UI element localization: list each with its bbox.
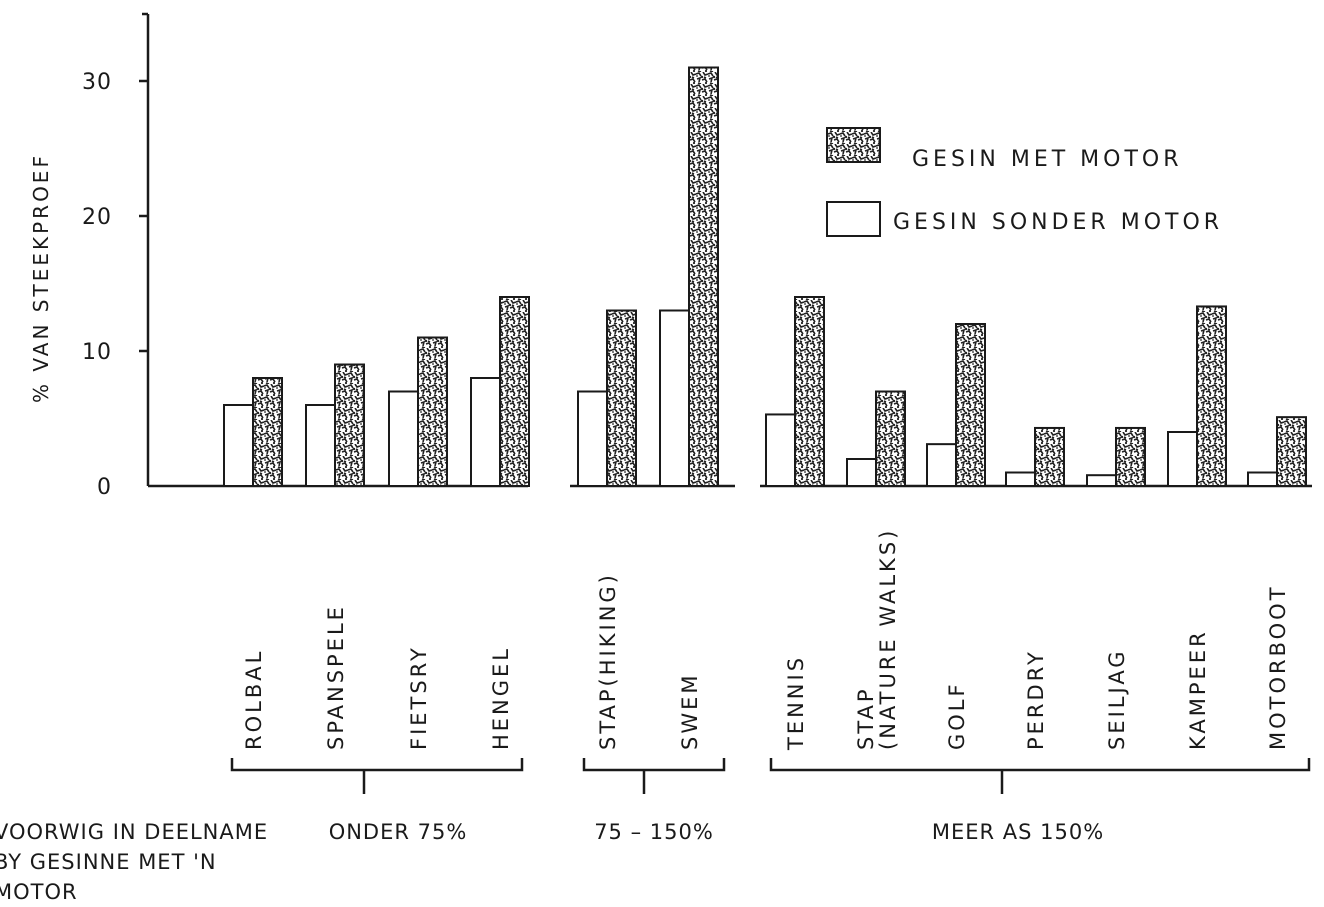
legend: GESIN MET MOTOR GESIN SONDER MOTOR — [826, 127, 1223, 237]
bar-gesin-sonder-motor-kampeer — [1167, 431, 1198, 487]
category-label-spanspele: SPANSPELE — [324, 604, 348, 750]
bar-gesin-met-motor-stap-hiking — [606, 309, 637, 487]
bar-gesin-met-motor-tennis — [794, 296, 825, 487]
legend-swatch-gesin-met-motor — [826, 127, 881, 163]
bar-gesin-met-motor-fietsry — [417, 336, 448, 487]
group-label-1: ONDER 75% — [329, 820, 468, 844]
category-label-nature-walks: (NATURE WALKS) — [876, 528, 900, 750]
category-label-perdry: PERDRY — [1024, 649, 1048, 750]
y-axis-label: % VAN STEEKPROEF — [29, 153, 53, 403]
bar-gesin-sonder-motor-spanspele — [305, 404, 336, 487]
bar-gesin-met-motor-perdry — [1034, 426, 1065, 488]
category-labels: ROLBAL SPANSPELE FIETSRY HENGEL STAP(HIKING)… — [242, 528, 1290, 751]
category-label-swem: SWEM — [678, 673, 702, 750]
bar-gesin-sonder-motor-swem — [659, 309, 690, 487]
bar-gesin-sonder-motor-stap-nature-walks — [846, 458, 877, 487]
legend-label-gesin-met-motor: GESIN MET MOTOR — [912, 147, 1183, 172]
category-label-tennis: TENNIS — [784, 655, 808, 751]
bar-gesin-met-motor-swem — [688, 66, 719, 487]
category-label-golf: GOLF — [945, 681, 969, 750]
bar-gesin-met-motor-hengel — [499, 296, 530, 487]
bar-gesin-sonder-motor-seiljag — [1086, 474, 1117, 488]
group-label-2: 75 – 150% — [594, 820, 714, 844]
group-bracket-1 — [230, 758, 524, 794]
category-label-fietsry: FIETSRY — [407, 645, 431, 750]
y-tick-label: 30 — [82, 70, 112, 95]
bar-gesin-sonder-motor-perdry — [1005, 471, 1036, 487]
y-tick-label: 10 — [82, 340, 112, 365]
group-caption-line: VOORWIG IN DEELNAME — [0, 820, 268, 844]
category-label-seiljag: SEILJAG — [1105, 648, 1129, 750]
bar-gesin-met-motor-spanspele — [334, 363, 365, 487]
category-label-stap: STAP — [854, 686, 878, 750]
bar-gesin-sonder-motor-motorboot — [1247, 471, 1278, 487]
category-label-rolbal: ROLBAL — [242, 649, 266, 750]
group-caption-line: MOTOR — [0, 880, 78, 904]
bar-gesin-met-motor-kampeer — [1196, 305, 1227, 488]
group-bracket-2 — [582, 758, 726, 794]
group-label-3: MEER AS 150% — [932, 820, 1104, 844]
category-label-stap-hiking: STAP(HIKING) — [596, 572, 620, 750]
bar-gesin-sonder-motor-rolbal — [223, 404, 254, 487]
y-tick-label: 0 — [97, 475, 112, 500]
legend-swatch-gesin-sonder-motor — [826, 201, 881, 237]
bar-gesin-met-motor-motorboot — [1276, 416, 1307, 487]
bar-gesin-met-motor-stap-nature-walks — [875, 390, 906, 487]
bar-gesin-met-motor-rolbal — [252, 377, 283, 487]
category-label-kampeer: KAMPEER — [1186, 629, 1210, 750]
bar-gesin-sonder-motor-golf — [926, 443, 957, 487]
bar-gesin-sonder-motor-hengel — [470, 377, 501, 487]
bar-gesin-sonder-motor-stap-hiking — [577, 390, 608, 487]
group-bracket-3 — [769, 758, 1311, 794]
bar-gesin-met-motor-golf — [955, 323, 986, 487]
y-tick-label: 20 — [82, 205, 112, 230]
bar-gesin-met-motor-seiljag — [1115, 426, 1146, 488]
bars — [223, 66, 1307, 488]
group-brackets: ONDER 75% 75 – 150% MEER AS 150% VOORWIG IN… — [0, 758, 1311, 904]
bar-gesin-sonder-motor-fietsry — [388, 390, 419, 487]
group-caption-line: BY GESINNE MET 'N — [0, 850, 217, 874]
legend-label-gesin-sonder-motor: GESIN SONDER MOTOR — [893, 210, 1223, 235]
bar-gesin-sonder-motor-tennis — [765, 413, 796, 488]
category-label-hengel: HENGEL — [489, 646, 513, 750]
category-label-motorboot: MOTORBOOT — [1266, 584, 1290, 750]
